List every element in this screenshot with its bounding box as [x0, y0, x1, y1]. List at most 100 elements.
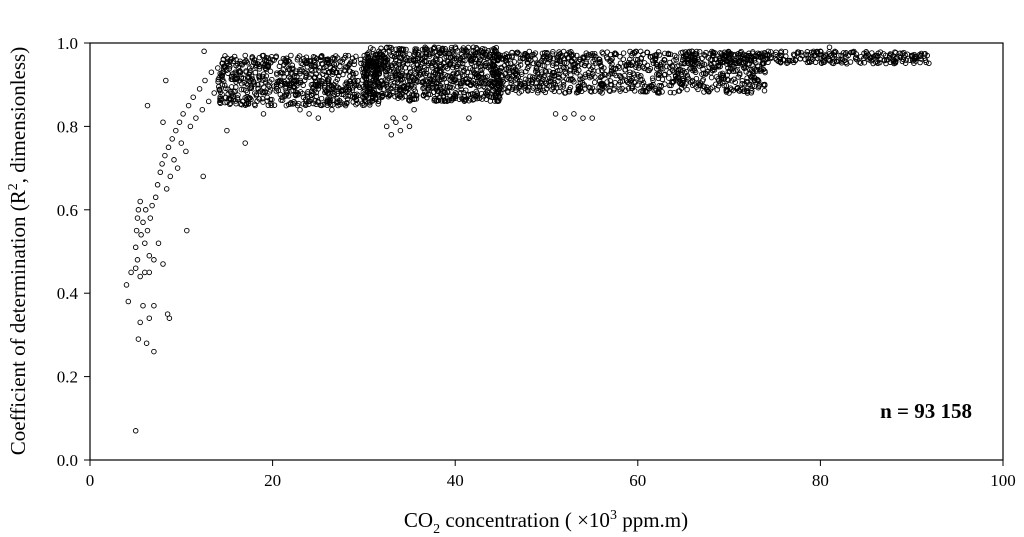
data-point: [575, 89, 581, 95]
data-point: [561, 59, 568, 66]
data-point: [312, 75, 318, 81]
data-point: [135, 207, 142, 213]
data-point: [432, 57, 439, 64]
data-point: [543, 53, 550, 59]
data-point: [245, 101, 252, 107]
data-point: [680, 79, 686, 86]
data-point: [298, 60, 305, 67]
data-point: [537, 79, 544, 85]
data-point: [205, 98, 212, 105]
data-point: [369, 69, 375, 75]
data-point: [142, 240, 148, 246]
data-point: [743, 69, 749, 75]
data-point: [564, 60, 570, 66]
data-point: [632, 50, 638, 56]
data-point: [720, 75, 727, 81]
data-point: [571, 111, 577, 117]
data-point: [534, 60, 540, 66]
data-point: [123, 282, 130, 288]
data-point: [426, 72, 433, 79]
data-point: [517, 55, 524, 62]
data-point: [862, 54, 869, 60]
data-point: [399, 62, 406, 68]
data-point: [735, 74, 742, 80]
data-point: [556, 57, 563, 64]
data-point: [292, 85, 298, 91]
data-point: [711, 67, 718, 73]
x-tick-label: 0: [86, 471, 95, 490]
data-point: [346, 68, 352, 74]
data-point: [260, 111, 267, 117]
data-point: [760, 81, 767, 88]
data-point: [402, 88, 408, 95]
y-tick-label: 0.2: [57, 368, 78, 387]
data-point: [861, 59, 868, 66]
data-point: [765, 48, 771, 55]
data-point: [312, 54, 318, 61]
data-point: [589, 64, 596, 70]
data-point: [403, 46, 409, 53]
data-point: [483, 60, 490, 66]
data-point: [431, 97, 437, 104]
data-point: [230, 71, 236, 77]
data-point: [702, 52, 708, 59]
data-point: [804, 49, 811, 55]
data-point: [402, 115, 408, 121]
y-tick-label: 0.0: [57, 451, 78, 470]
data-point: [255, 61, 262, 67]
data-point: [596, 56, 602, 62]
data-point: [892, 59, 899, 65]
data-point: [199, 106, 206, 113]
data-point: [734, 67, 740, 73]
data-point: [762, 69, 768, 76]
data-point: [736, 52, 742, 59]
data-point: [883, 60, 889, 67]
data-point: [289, 62, 296, 69]
data-point: [640, 79, 647, 86]
data-point: [766, 52, 773, 58]
data-points: [123, 44, 932, 434]
data-point: [234, 61, 241, 67]
data-point: [577, 79, 584, 86]
data-point: [378, 78, 385, 85]
data-point: [607, 81, 614, 88]
data-point: [370, 46, 376, 53]
data-point: [320, 101, 326, 108]
data-point: [717, 63, 723, 70]
data-point: [523, 68, 529, 75]
data-point: [142, 207, 149, 213]
data-point: [275, 87, 282, 94]
data-point: [439, 85, 445, 91]
data-point: [419, 79, 425, 86]
data-point: [162, 152, 168, 159]
data-point: [137, 319, 143, 326]
data-point: [557, 67, 563, 74]
data-point: [421, 65, 428, 71]
data-point: [427, 78, 434, 85]
data-point: [679, 60, 685, 67]
data-point: [327, 97, 333, 104]
data-point: [623, 63, 629, 69]
data-point: [241, 79, 248, 86]
data-point: [228, 96, 234, 103]
data-point: [461, 98, 468, 104]
data-point: [893, 49, 899, 56]
data-point: [666, 82, 673, 89]
data-point: [312, 82, 318, 88]
data-point: [820, 57, 826, 64]
data-point: [658, 65, 664, 72]
data-point: [142, 269, 148, 276]
data-point: [258, 81, 265, 87]
data-point: [255, 82, 261, 88]
data-point: [491, 53, 497, 60]
data-point: [185, 102, 192, 109]
data-point: [516, 51, 522, 57]
data-point: [137, 198, 143, 205]
data-point: [498, 90, 504, 96]
x-tick-label: 20: [264, 471, 281, 490]
data-point: [304, 57, 310, 64]
data-point: [503, 55, 509, 62]
data-point: [151, 348, 157, 355]
data-point: [644, 49, 650, 56]
data-point: [513, 68, 520, 75]
